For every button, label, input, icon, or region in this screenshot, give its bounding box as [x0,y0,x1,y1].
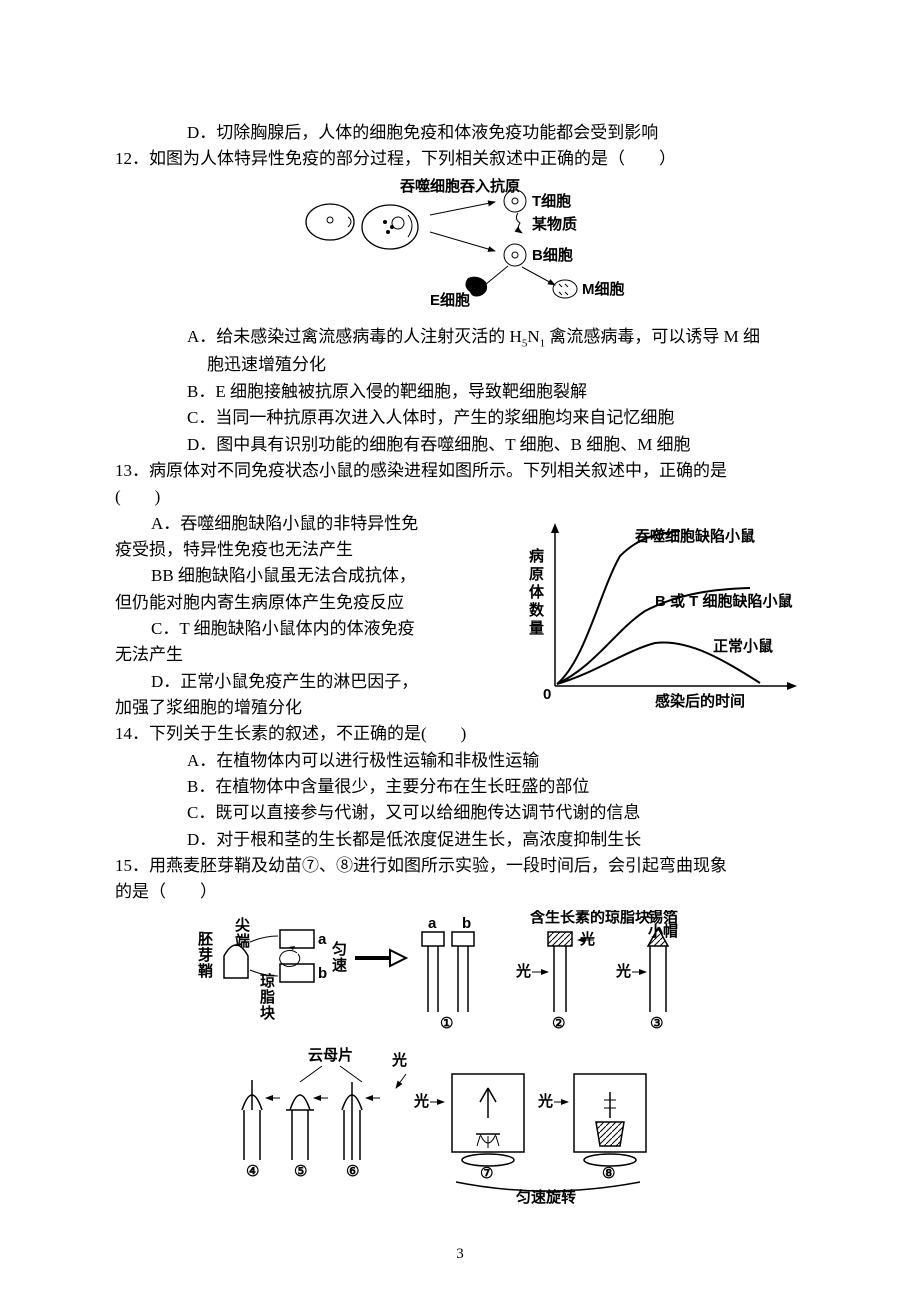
q12-e-cell-label: E细胞 [430,291,470,309]
q15-light-2: 光 [515,962,531,980]
q15-n2: ② [552,1015,565,1032]
q15-n4: ④ [246,1163,259,1180]
q15-stem-2: 的是（ ） [115,879,805,905]
q13-a-2: 疫受损，特异性免疫也无法产生 [115,537,497,563]
q15-light-1: 光 [579,930,595,948]
q13-curve2-label: B 或 T 细胞缺陷小鼠 [655,592,793,610]
q12-option-a-cont: 胞迅速增殖分化 [115,352,805,378]
q15-b2: b [462,915,471,932]
q15-agar-2: 脂 [260,988,275,1006]
q15-light-r2c: 光 [537,1092,553,1110]
q13-d-1: D．正常小鼠免疫产生的淋巴因子， [115,669,497,695]
q15-n6: ⑥ [346,1163,359,1180]
q13-stem-2: ( ) [115,484,805,510]
q13-b-2: 但仍能对胞内寄生病原体产生免疫反应 [115,590,497,616]
q12-b-cell-label: B细胞 [532,246,573,264]
q12-diagram: 吞噬细胞吞入抗原 T细胞 某物质 B细胞 E细胞 M细胞 [115,177,805,320]
q12-a-part2: 禽流感病毒，可以诱导 M 细 [545,327,760,346]
q13-c-2: 无法产生 [115,642,497,668]
q13-c-1: C．T 细胞缺陷小鼠体内的体液免疫 [115,616,497,642]
q15-light-r2b: 光 [413,1092,429,1110]
q15-uniform-rotate: 匀速旋转 [516,1188,576,1205]
q15-coleoptile-2: 芽 [198,947,213,964]
q13-y1: 病 [529,547,544,565]
q15-light-r2a: 光 [391,1051,407,1069]
q14-d: D．对于根和茎的生长都是低浓度促进生长，高浓度抑制生长 [115,827,805,853]
q13-x-label: 感染后的时间 [655,692,745,710]
q15-n8: ⑧ [602,1165,615,1182]
q12-option-a: A．给未感染过禽流感病毒的人注射灭活的 H5N1 禽流感病毒，可以诱导 M 细 [115,324,805,352]
q15-tip-1: 尖 [235,916,250,934]
q15-stem-1: 15．用燕麦胚芽鞘及幼苗⑦、⑧进行如图所示实验，一段时间后，会引起弯曲现象 [115,853,805,879]
q15-n5: ⑤ [294,1163,307,1180]
q11-option-d: D．切除胸腺后，人体的细胞免疫和体液免疫功能都会受到影响 [115,120,805,146]
q15-light-3: 光 [615,962,631,980]
q13-stem-1: 13．病原体对不同免疫状态小鼠的感染进程如图所示。下列相关叙述中，正确的是 [115,458,805,484]
q15-a2: a [428,915,437,932]
q15-n3: ③ [650,1015,663,1032]
q13-chart: 病 原 体 数 量 吞噬细胞缺陷小鼠 B 或 T 细胞缺陷小鼠 正常小鼠 0 感… [505,511,805,719]
q14-b: B．在植物体中含量很少，主要分布在生长旺盛的部位 [115,774,805,800]
q12-diagram-title: 吞噬细胞吞入抗原 [399,177,520,195]
q13-curve1-label: 吞噬细胞缺陷小鼠 [634,527,755,545]
q13-curve3-label: 正常小鼠 [713,637,773,655]
q15-auxin-agar-label: 含生长素的琼脂块 [530,910,651,926]
q14-stem: 14．下列关于生长素的叙述，不正确的是( ) [115,721,805,747]
q13-b-1: BB 细胞缺陷小鼠虽无法合成抗体， [115,563,497,589]
q13-y2: 原 [529,566,544,583]
q12-option-b: B．E 细胞接触被抗原入侵的靶细胞，导致靶细胞裂解 [115,379,805,405]
q15-coleoptile-1: 胚 [198,931,213,948]
q13-y3: 体 [529,583,545,601]
q12-m-cell-label: M细胞 [582,280,625,298]
q15-coleoptile-3: 鞘 [198,962,213,980]
q15-a-label: a [318,931,327,948]
q15-uniform-2: 速 [332,956,347,974]
page-number: 3 [0,1243,920,1266]
q13-a-1: A．吞噬细胞缺陷小鼠的非特异性免 [115,511,497,537]
q13-body: A．吞噬细胞缺陷小鼠的非特异性免 疫受损，特异性免疫也无法产生 BB 细胞缺陷小… [115,511,805,722]
q15-n1: ① [440,1015,453,1032]
q15-agar-1: 琼 [260,972,275,990]
q13-origin: 0 [543,686,551,703]
q15-agar-3: 块 [260,1005,276,1022]
q12-t-cell-label: T细胞 [532,192,571,210]
q15-mica-label: 云母片 [308,1046,353,1064]
q12-option-c: C．当同一种抗原再次进入人体时，产生的浆细胞均来自记忆细胞 [115,405,805,431]
q14-c: C．既可以直接参与代谢，又可以给细胞传达调节代谢的信息 [115,800,805,826]
q12-stem: 12．如图为人体特异性免疫的部分过程，下列相关叙述中正确的是（ ） [115,146,805,172]
q12-a-part1: A．给未感染过禽流感病毒的人注射灭活的 H [187,327,522,346]
q14-a: A．在植物体内可以进行极性运输和非极性运输 [115,748,805,774]
q13-d-2: 加强了浆细胞的增殖分化 [115,695,497,721]
q12-substance-label: 某物质 [532,215,577,233]
q15-n7: ⑦ [480,1165,493,1182]
q15-diagram: 胚 芽 鞘 尖 端 a b 匀 速 琼 脂 块 a b [115,910,805,1213]
q13-y4: 数 [529,601,545,619]
q12-option-d: D．图中具有识别功能的细胞有吞噬细胞、T 细胞、B 细胞、M 细胞 [115,432,805,458]
q15-b-label: b [318,965,327,982]
q13-y5: 量 [529,620,544,637]
q15-uniform-1: 匀 [332,940,347,958]
q12-a-mid: N [527,327,539,346]
